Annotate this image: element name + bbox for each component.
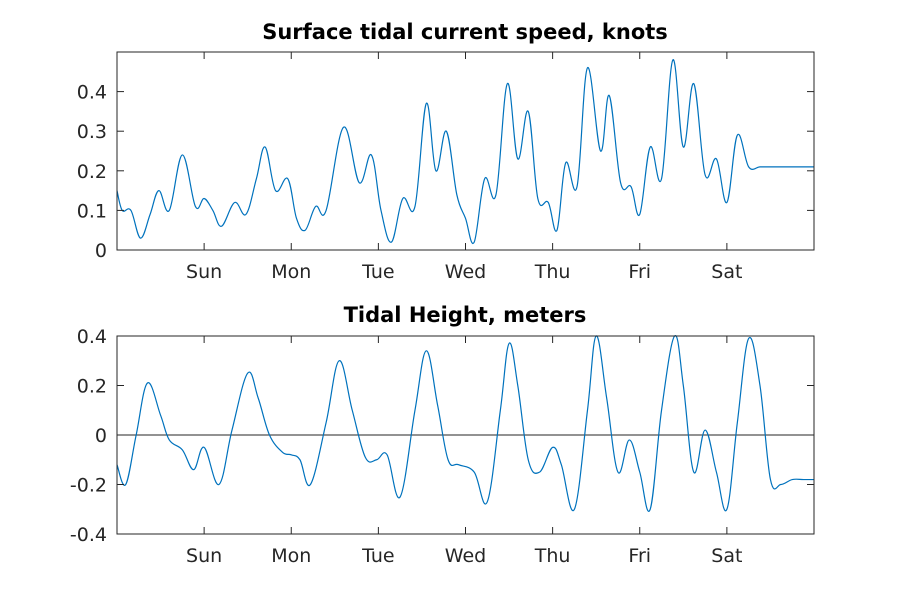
tidal-height-x-tick-label: Fri <box>628 545 651 567</box>
tidal-height-plot-area: -0.4 -0.2 0 0.2 0.4 Sun Mon Tue Wed Thu Fri Sat <box>70 326 814 567</box>
tidal-height-y-tick-label: -0.4 <box>70 524 107 546</box>
tidal-height-series-line <box>116 335 814 512</box>
tidal-height-x-tick-label: Wed <box>445 545 486 567</box>
tidal-height-x-tick-label: Sun <box>186 545 222 567</box>
current-speed-y-tick-label: 0.3 <box>77 121 107 143</box>
tidal-height-title: Tidal Height, meters <box>344 303 587 327</box>
current-speed-x-tick-label: Mon <box>271 261 311 283</box>
tidal-height-x-tick-label: Tue <box>361 545 394 567</box>
tidal-height-y-tick-label: 0.4 <box>77 326 107 348</box>
current-speed-y-tick-label: 0.4 <box>77 82 107 104</box>
current-speed-axes-box <box>116 51 815 251</box>
current-speed-x-tick-label: Wed <box>445 261 486 283</box>
current-speed-x-tick-label: Thu <box>534 261 571 283</box>
current-speed-plot-area: 0 0.1 0.2 0.3 0.4 Sun Mon Tue Wed Thu Fri Sat <box>77 52 814 283</box>
tidal-height-y-tick-label: 0 <box>95 425 107 447</box>
current-speed-title: Surface tidal current speed, knots <box>262 20 668 44</box>
tidal-height-axes-box <box>116 335 815 535</box>
tidal-height-y-tick-label: 0.2 <box>77 376 107 398</box>
current-speed-y-tick-label: 0 <box>95 240 107 262</box>
current-speed-y-tick-label: 0.2 <box>77 161 107 183</box>
tidal-height-panel: Tidal Height, meters -0.4 -0.2 0 0.2 0.4 Sun M… <box>70 303 815 567</box>
current-speed-panel: Surface tidal current speed, knots 00.10… <box>77 20 815 283</box>
current-speed-x-tick-label: Sun <box>186 261 222 283</box>
tidal-height-x-tick-label: Mon <box>271 545 311 567</box>
tidal-height-y-tick-label: -0.2 <box>70 475 107 497</box>
current-speed-x-tick-label: Fri <box>628 261 651 283</box>
tidal-height-x-tick-label: Sat <box>711 545 742 567</box>
tidal-height-x-tick-label: Thu <box>534 545 571 567</box>
current-speed-series-line <box>116 59 814 245</box>
current-speed-y-tick-label: 0.1 <box>77 200 107 222</box>
current-speed-x-tick-label: Sat <box>711 261 742 283</box>
current-speed-x-tick-label: Tue <box>361 261 394 283</box>
